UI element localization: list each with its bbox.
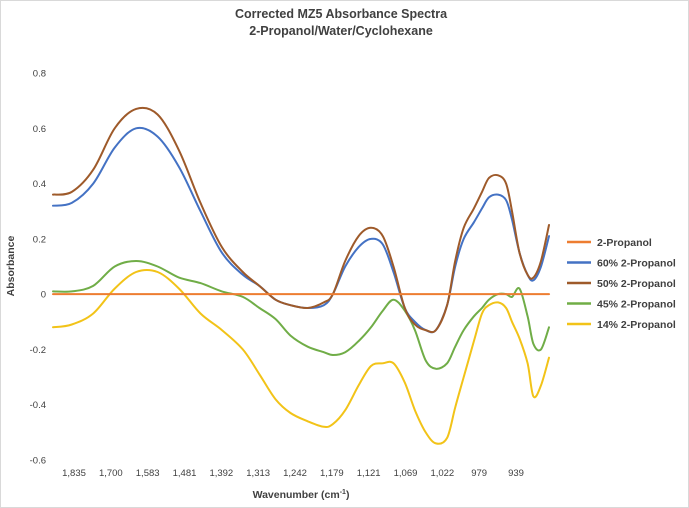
series-lines	[52, 106, 550, 445]
series-line	[52, 106, 550, 334]
x-tick-label: 939	[508, 468, 524, 479]
x-tick-label: 979	[471, 468, 487, 479]
x-tick-label: 1,481	[173, 468, 197, 479]
y-tick-label: 0.8	[33, 69, 46, 80]
chart-title: Corrected MZ5 Absorbance Spectra	[235, 7, 448, 21]
legend-entry-label: 2-Propanol	[597, 237, 652, 249]
x-tick-label: 1,700	[99, 468, 123, 479]
y-tick-label: -0.2	[30, 345, 46, 356]
legend-entry-label: 14% 2-Propanol	[597, 319, 676, 331]
x-tick-label: 1,069	[394, 468, 418, 479]
chart-subtitle: 2-Propanol/Water/Cyclohexane	[249, 24, 433, 38]
x-axis-label: Wavenumber (cm-1)	[253, 489, 350, 501]
x-tick-label: 1,022	[430, 468, 454, 479]
series-line	[52, 268, 550, 445]
y-tick-label: 0.6	[33, 124, 46, 135]
y-tick-label: 0.4	[33, 179, 46, 190]
x-tick-label: 1,583	[136, 468, 160, 479]
legend-entry-label: 60% 2-Propanol	[597, 257, 676, 269]
y-tick-label: -0.4	[30, 400, 46, 411]
legend-entry-label: 50% 2-Propanol	[597, 278, 676, 290]
y-tick-label: 0	[41, 290, 46, 301]
y-tick-labels: 0.8 0.6 0.4 0.2 0 -0.2 -0.4 -0.6	[30, 69, 46, 467]
x-tick-label: 1,835	[62, 468, 86, 479]
y-axis-label: Absorbance	[5, 236, 17, 297]
x-tick-label: 1,179	[320, 468, 344, 479]
x-tick-label: 1,392	[209, 468, 233, 479]
y-tick-label: -0.6	[30, 456, 46, 467]
y-tick-label: 0.2	[33, 234, 46, 245]
legend: 2-Propanol 60% 2-Propanol 50% 2-Propanol 45…	[567, 237, 676, 331]
x-tick-labels: 1,835 1,700 1,583 1,481 1,392 1,313 1,242 1,179…	[62, 468, 524, 479]
x-tick-label: 1,121	[357, 468, 381, 479]
series-line	[52, 126, 550, 334]
legend-entry-label: 45% 2-Propanol	[597, 298, 676, 310]
x-tick-label: 1,242	[283, 468, 307, 479]
x-tick-label: 1,313	[246, 468, 270, 479]
